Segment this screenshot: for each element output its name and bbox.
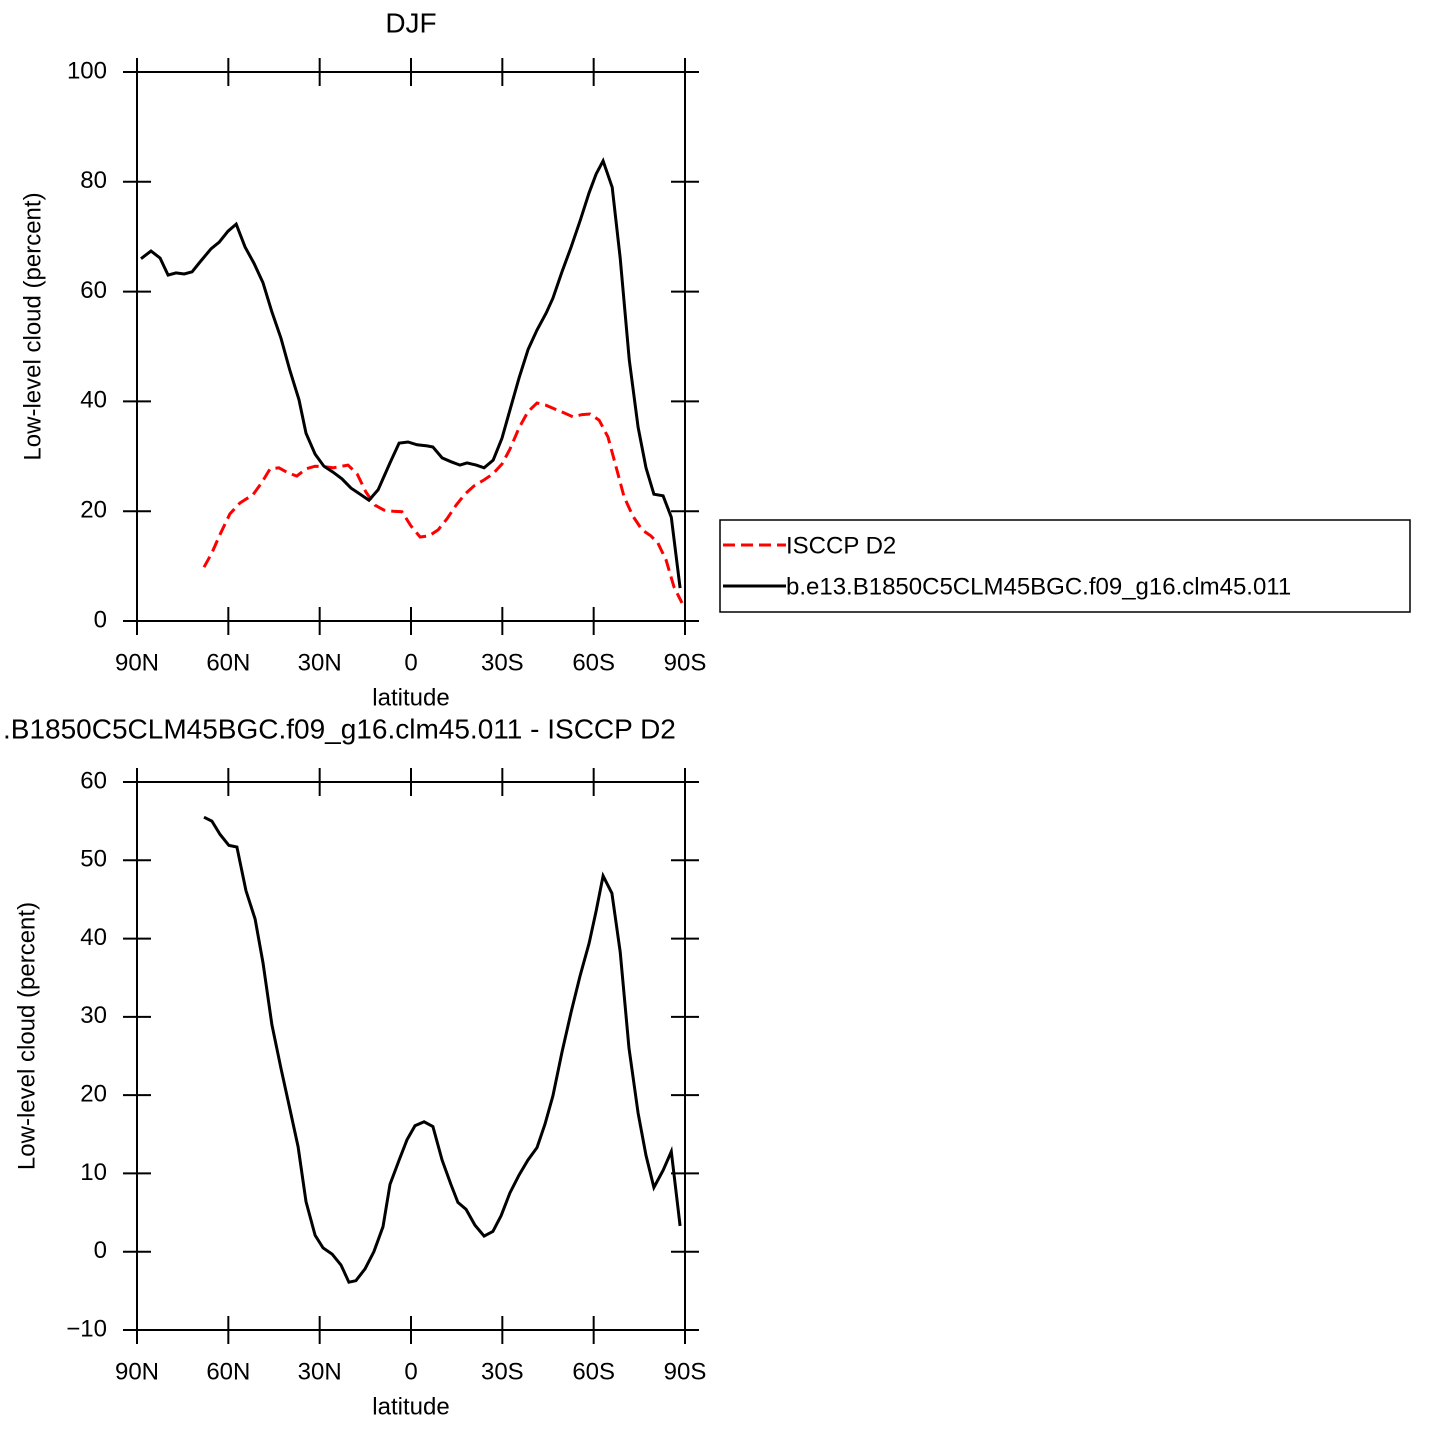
chart-title: DJF: [385, 7, 436, 38]
y-tick-label: 50: [80, 846, 107, 873]
y-tick-label: 10: [80, 1159, 107, 1186]
y-tick-label: 80: [80, 167, 107, 194]
x-tick-label: 30S: [481, 649, 524, 676]
legend-label: b.e13.B1850C5CLM45BGC.f09_g16.clm45.011: [786, 573, 1291, 600]
x-tick-label: 30N: [298, 649, 342, 676]
y-axis-label: Low-level cloud (percent): [13, 902, 40, 1170]
y-tick-label: 20: [80, 1080, 107, 1107]
data-line: [203, 815, 682, 1284]
y-tick-label: 30: [80, 1002, 107, 1029]
legend-box: [719, 519, 1411, 613]
y-tick-label: 40: [80, 387, 107, 414]
x-tick-label: 90S: [664, 649, 707, 676]
x-tick-label: 60N: [206, 649, 250, 676]
y-tick-label: 20: [80, 497, 107, 524]
x-tick-label: 0: [404, 1358, 417, 1385]
x-axis-label: latitude: [372, 1393, 449, 1420]
y-tick-label: −10: [66, 1315, 107, 1342]
y-tick-label: 60: [80, 767, 107, 794]
x-tick-label: 90N: [115, 649, 159, 676]
x-tick-label: 0: [404, 649, 417, 676]
x-tick-label: 60S: [572, 1358, 615, 1385]
y-tick-label: 40: [80, 924, 107, 951]
plot-frame: [136, 781, 686, 1331]
data-line: [202, 401, 684, 604]
x-tick-label: 90N: [115, 1358, 159, 1385]
legend-label: ISCCP D2: [786, 532, 896, 559]
y-axis-label: Low-level cloud (percent): [19, 192, 46, 460]
x-tick-label: 30N: [298, 1358, 342, 1385]
y-tick-label: 0: [94, 606, 107, 633]
chart-title: .B1850C5CLM45BGC.f09_g16.clm45.011 - ISC…: [3, 713, 676, 744]
x-tick-label: 30S: [481, 1358, 524, 1385]
plot-frame: [136, 71, 686, 622]
data-line: [140, 157, 682, 589]
y-tick-label: 60: [80, 277, 107, 304]
y-tick-label: 100: [67, 57, 107, 84]
x-tick-label: 90S: [664, 1358, 707, 1385]
x-axis-label: latitude: [372, 684, 449, 711]
x-tick-label: 60S: [572, 649, 615, 676]
x-tick-label: 60N: [206, 1358, 250, 1385]
y-tick-label: 0: [94, 1237, 107, 1264]
